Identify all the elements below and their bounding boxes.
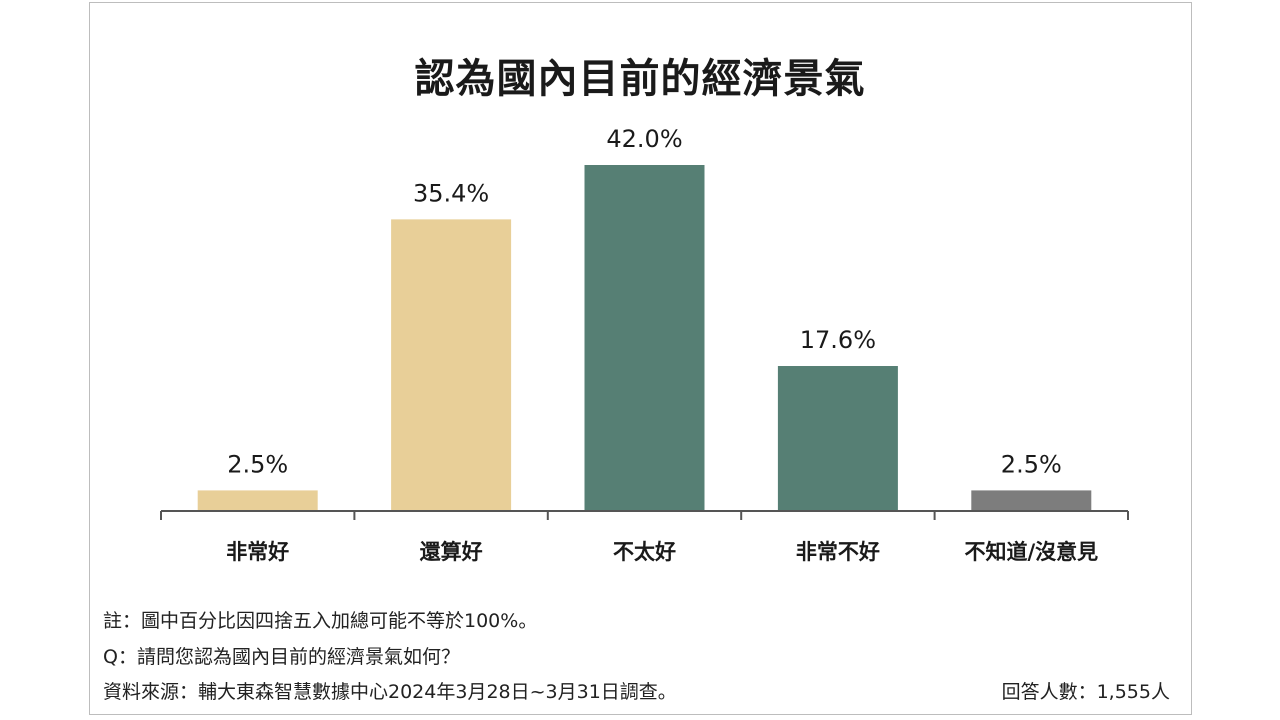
- labels-group: 2.5% 非常好 35.4% 還算好 42.0% 不太好 17.6% 非常不好 2.5% 不知道/…: [226, 125, 1098, 564]
- chart-title: 認為國內目前的經濟景氣: [414, 56, 866, 102]
- category-label-3: 不太好: [613, 540, 676, 564]
- category-label-1: 非常好: [226, 540, 289, 564]
- x-axis: [160, 510, 1129, 520]
- bar-2: [391, 219, 512, 511]
- footnote-rounding: 註：圖中百分比因四捨五入加總可能不等於100%。: [103, 610, 538, 632]
- respondent-count: 回答人數：1,555人: [1001, 681, 1170, 703]
- data-label-2: 35.4%: [413, 179, 489, 207]
- data-label-4: 17.6%: [800, 326, 876, 354]
- data-label-5: 2.5%: [1001, 450, 1062, 478]
- bar-4: [777, 366, 898, 511]
- footnote-source: 資料來源：輔大東森智慧數據中心2024年3月28日~3月31日調查。: [103, 681, 677, 703]
- data-label-3: 42.0%: [606, 125, 682, 153]
- category-label-5: 不知道/沒意見: [964, 540, 1098, 564]
- category-label-4: 非常不好: [796, 540, 880, 564]
- data-label-1: 2.5%: [227, 450, 288, 478]
- bars-group: [197, 165, 1092, 511]
- bar-1: [197, 490, 318, 511]
- category-label-2: 還算好: [420, 540, 483, 564]
- bar-3: [584, 165, 705, 511]
- footnote-question: Q：請問您認為國內目前的經濟景氣如何？: [103, 646, 460, 668]
- bar-5: [971, 490, 1092, 511]
